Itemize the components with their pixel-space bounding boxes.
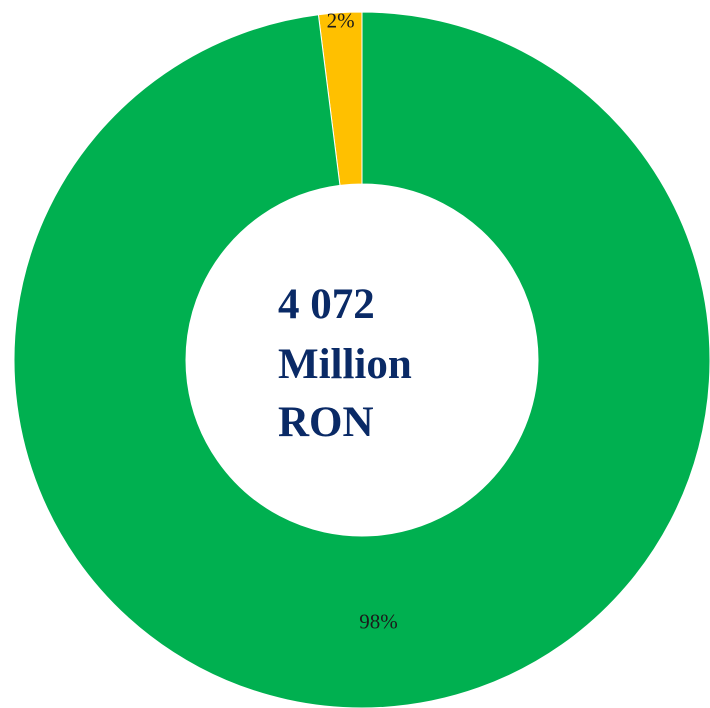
slice-label-2: 98% — [359, 609, 398, 633]
center-label-line-3: RON — [278, 399, 374, 446]
slice-label-1: 2% — [327, 9, 355, 33]
donut-hole — [186, 184, 538, 536]
slice-labels: 2% 98% — [327, 9, 398, 634]
center-label-line-2: Million — [278, 341, 412, 388]
center-label-line-1: 4 072 — [278, 281, 375, 328]
